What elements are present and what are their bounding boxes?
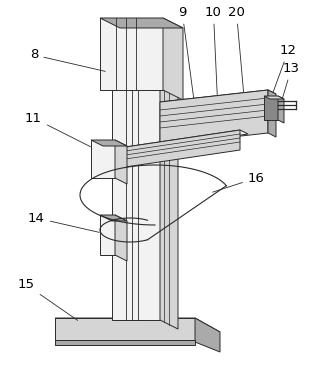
Polygon shape: [160, 90, 276, 106]
Text: 14: 14: [28, 211, 99, 232]
Polygon shape: [195, 318, 220, 352]
Polygon shape: [264, 96, 284, 99]
Polygon shape: [264, 96, 278, 120]
Polygon shape: [100, 215, 115, 255]
Polygon shape: [112, 45, 160, 320]
Polygon shape: [100, 18, 163, 90]
Polygon shape: [112, 45, 178, 54]
Polygon shape: [100, 215, 127, 221]
Polygon shape: [268, 90, 276, 137]
Polygon shape: [100, 18, 183, 28]
Text: 16: 16: [213, 171, 265, 192]
Polygon shape: [91, 140, 115, 178]
Text: 15: 15: [18, 279, 78, 320]
Polygon shape: [112, 130, 240, 169]
Polygon shape: [115, 215, 127, 261]
Polygon shape: [278, 96, 284, 123]
Text: 8: 8: [30, 48, 105, 71]
Polygon shape: [55, 318, 195, 342]
Text: 12: 12: [272, 44, 297, 95]
Text: 10: 10: [205, 6, 222, 109]
Polygon shape: [91, 140, 127, 146]
Polygon shape: [112, 130, 248, 153]
Text: 9: 9: [178, 6, 195, 105]
Polygon shape: [160, 45, 178, 329]
Polygon shape: [115, 140, 127, 184]
Polygon shape: [55, 318, 220, 332]
Polygon shape: [55, 340, 195, 345]
Text: 13: 13: [279, 62, 300, 110]
Text: 11: 11: [25, 111, 91, 147]
Polygon shape: [160, 90, 268, 145]
Polygon shape: [163, 18, 183, 100]
Text: 20: 20: [228, 6, 245, 105]
